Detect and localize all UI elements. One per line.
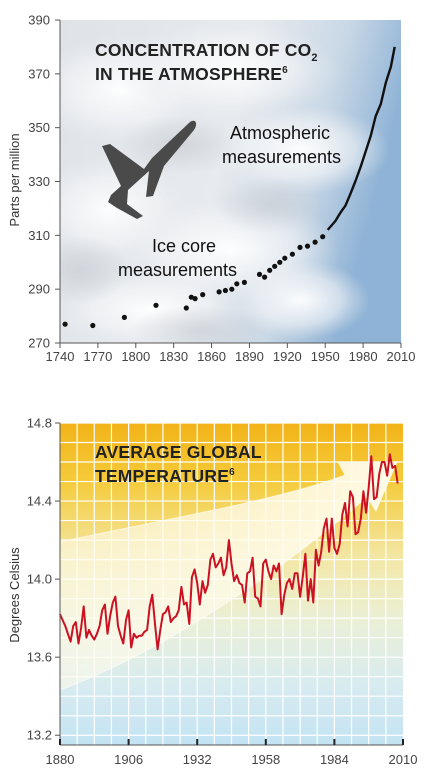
- co2-x-tick-label: 1770: [83, 349, 112, 364]
- atmospheric-label-line1: Atmospheric: [230, 123, 330, 143]
- co2-marks: [62, 46, 396, 329]
- ice-core-point-21: [304, 243, 311, 249]
- temperature-x-tick-label: 1906: [114, 752, 143, 767]
- ice-core-point-7: [200, 292, 206, 298]
- temperature-chart: AVERAGE GLOBAL TEMPERATURE6 1880 1906 1932…: [7, 416, 417, 768]
- temperature-title-line2: TEMPERATURE6: [95, 466, 235, 486]
- ice-core-label-line2: measurements: [118, 260, 237, 280]
- temperature-y-tick-label: 13.6: [27, 650, 52, 665]
- co2-y-tick-label: 350: [28, 120, 50, 135]
- co2-x-tick-label: 1860: [197, 349, 226, 364]
- co2-title-superscript: 6: [282, 65, 288, 76]
- co2-x-tick-label: 1980: [349, 349, 378, 364]
- ice-core-point-12: [241, 279, 247, 285]
- ice-core-point-20: [297, 244, 303, 250]
- temperature-y-axis-label: Degrees Celsius: [7, 547, 22, 643]
- ice-core-label-line1: Ice core: [152, 236, 216, 256]
- temperature-series-line: [59, 453, 399, 651]
- ice-core-point-1: [90, 322, 96, 329]
- co2-ticks: 1740 1770 1800 1830 1860 1890 1920 1950 1980 2010…: [28, 13, 415, 365]
- co2-x-tick-label: 1920: [273, 349, 302, 364]
- temperature-ticks: 1880 1906 1932 1958 1984 2010 13.2 13.6 14.0 14.4…: [27, 416, 418, 768]
- co2-title-subscript: 2: [311, 52, 317, 64]
- ice-core-point-13: [256, 271, 263, 277]
- ice-core-point-22: [312, 239, 318, 245]
- atmospheric-series-line: [326, 46, 396, 231]
- ice-core-point-15: [267, 267, 273, 273]
- temperature-y-tick-label: 13.2: [27, 728, 52, 743]
- temperature-y-tick-label: 14.4: [27, 494, 52, 509]
- temperature-x-tick-label: 1932: [183, 752, 212, 767]
- temperature-title-superscript: 6: [229, 467, 235, 478]
- co2-x-tick-label: 1800: [121, 349, 150, 364]
- ice-core-point-8: [216, 289, 222, 295]
- ice-core-point-17: [277, 259, 283, 265]
- ice-core-point-18: [282, 255, 288, 261]
- co2-chart: CONCENTRATION OF CO2 IN THE ATMOSPHERE6 …: [7, 13, 415, 365]
- temperature-y-tick-label: 14.8: [27, 416, 52, 431]
- co2-title-line1: CONCENTRATION OF CO2: [95, 40, 318, 64]
- ice-core-point-2: [121, 314, 127, 320]
- atmospheric-label-line2: measurements: [222, 147, 341, 167]
- co2-x-tick-label: 1740: [46, 349, 75, 364]
- temperature-title-line1: AVERAGE GLOBAL: [95, 442, 262, 462]
- co2-x-tick-label: 1950: [311, 349, 340, 364]
- airplane-icon: [102, 120, 197, 219]
- temperature-x-tick-label: 2010: [389, 752, 418, 767]
- co2-y-axis-label: Parts per million: [7, 133, 22, 226]
- ice-core-point-6: [192, 296, 198, 302]
- temperature-x-tick-label: 1958: [251, 752, 280, 767]
- ice-core-point-19: [289, 251, 295, 257]
- co2-x-tick-label: 2010: [387, 349, 416, 364]
- cloud-texture: [60, 20, 390, 343]
- co2-y-tick-label: 370: [28, 66, 50, 81]
- co2-y-tick-label: 290: [28, 282, 50, 297]
- temperature-y-tick-label: 14.0: [27, 572, 52, 587]
- ice-core-point-14: [262, 274, 268, 280]
- temperature-x-tick-label: 1984: [320, 752, 349, 767]
- co2-title-line2: IN THE ATMOSPHERE6: [95, 64, 288, 84]
- ice-core-point-0: [62, 321, 68, 327]
- ice-core-point-16: [272, 263, 278, 269]
- co2-x-tick-label: 1890: [235, 349, 264, 364]
- ice-core-point-11: [234, 281, 240, 287]
- co2-y-tick-label: 270: [28, 336, 50, 351]
- ice-core-point-10: [229, 286, 235, 292]
- co2-y-tick-label: 390: [28, 13, 50, 28]
- ice-core-point-23: [320, 234, 326, 240]
- co2-y-tick-label: 310: [28, 228, 50, 243]
- co2-y-tick-label: 330: [28, 174, 50, 189]
- temperature-x-tick-label: 1880: [46, 752, 75, 767]
- ice-core-point-3: [153, 302, 159, 308]
- ice-core-point-4: [183, 305, 189, 311]
- co2-x-tick-label: 1830: [159, 349, 188, 364]
- ice-core-point-9: [222, 287, 228, 294]
